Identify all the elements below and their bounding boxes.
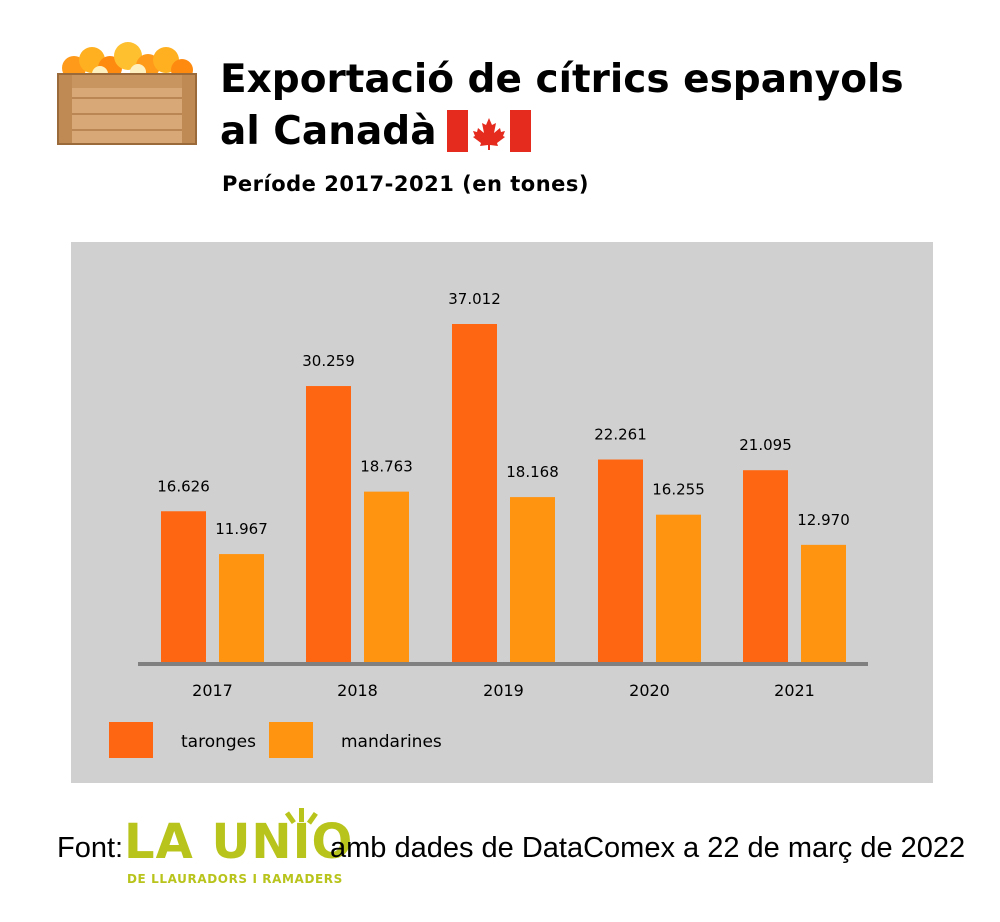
bar-mandarines-2018: [364, 491, 409, 664]
bar-mandarines-2021: [801, 544, 846, 664]
bar-taronges-2019: [452, 324, 497, 664]
source-text: amb dades de DataComex a 22 de març de 2…: [330, 832, 966, 864]
orange-crate-icon: [57, 42, 197, 145]
data-label-mandarines-2019: 18.168: [506, 463, 559, 481]
data-label-taronges-2021: 21.095: [739, 436, 792, 454]
bar-taronges-2017: [161, 511, 206, 664]
page-title: Exportació de cítrics espanyols: [220, 57, 904, 102]
data-label-taronges-2018: 30.259: [302, 352, 355, 370]
page-title-line2-text: al Canadà: [220, 109, 437, 154]
data-label-taronges-2017: 16.626: [157, 477, 210, 495]
legend-label-mandarines: mandarines: [341, 732, 442, 752]
page-title-line2: al Canadà: [220, 108, 531, 156]
la-unio-logo: LA UNIO: [124, 814, 354, 870]
logo-rays-icon: [284, 808, 318, 825]
data-label-taronges-2020: 22.261: [594, 426, 647, 444]
bar-taronges-2021: [743, 470, 788, 664]
bar-taronges-2018: [306, 386, 351, 664]
data-label-taronges-2019: 37.012: [448, 290, 501, 308]
x-axis-line: [138, 662, 868, 666]
bar-chart: 16.626 11.967 2017 30.259 18.763 2018 37.012 18…: [71, 242, 933, 783]
source-prefix: Font:: [57, 832, 124, 864]
x-tick-label-2020: 2020: [629, 681, 670, 700]
plot-background: [71, 242, 933, 783]
legend-label-taronges: taronges: [181, 732, 256, 752]
bar-mandarines-2019: [510, 497, 555, 664]
data-label-mandarines-2020: 16.255: [652, 481, 705, 499]
bar-mandarines-2017: [219, 554, 264, 664]
x-tick-label-2019: 2019: [483, 681, 524, 700]
source-footer: Font: LA UNIO DE LLAURADORS I RAMADERS a…: [0, 806, 1000, 906]
canada-flag-icon: [446, 110, 531, 152]
x-tick-label-2021: 2021: [774, 681, 815, 700]
chart-subtitle: Període 2017-2021 (en tones): [222, 172, 589, 196]
x-tick-label-2017: 2017: [192, 681, 233, 700]
bar-mandarines-2020: [656, 514, 701, 664]
bar-taronges-2020: [598, 459, 643, 664]
legend-swatch-mandarines: [269, 722, 313, 758]
legend-swatch-taronges: [109, 722, 153, 758]
la-unio-logo-subtext: DE LLAURADORS I RAMADERS: [127, 872, 343, 886]
data-label-mandarines-2018: 18.763: [360, 458, 413, 476]
data-label-mandarines-2017: 11.967: [215, 520, 268, 538]
data-label-mandarines-2021: 12.970: [797, 511, 850, 529]
x-tick-label-2018: 2018: [337, 681, 378, 700]
